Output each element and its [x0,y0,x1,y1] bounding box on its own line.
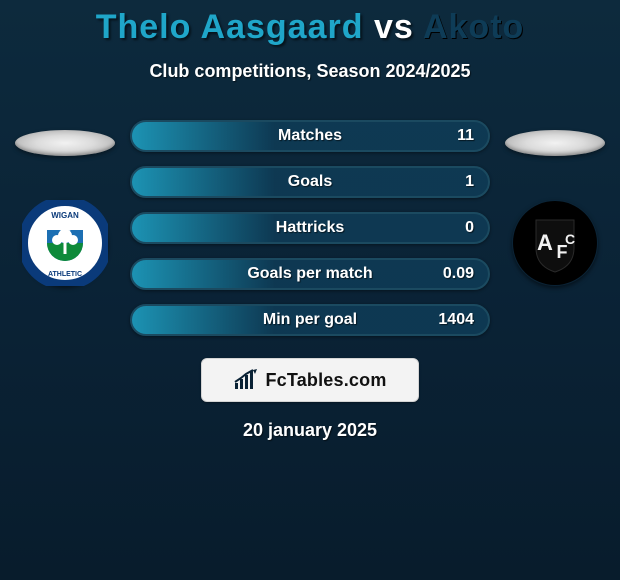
stat-label: Matches [278,127,342,145]
svg-text:1932: 1932 [59,229,70,235]
brand-text: FcTables.com [265,370,386,391]
svg-text:A: A [537,230,553,255]
stat-label: Goals per match [247,265,372,283]
stat-label: Goals [288,173,332,191]
brand-badge: FcTables.com [201,358,419,402]
page-title: Thelo Aasgaard vs Akoto [96,8,525,47]
stat-row-goals: Goals 1 [130,166,490,198]
wigan-badge-icon: WIGAN ATHLETIC 1932 [22,200,108,286]
stat-value: 1 [465,173,474,191]
stats-column: Matches 11 Goals 1 Hattricks 0 Goals per… [120,120,500,336]
player2-photo-placeholder [505,130,605,156]
stat-row-mpg: Min per goal 1404 [130,304,490,336]
subtitle: Club competitions, Season 2024/2025 [149,61,470,82]
player1-name: Thelo Aasgaard [96,8,364,46]
date: 20 january 2025 [243,420,377,441]
chart-icon [233,369,259,391]
club-badge-left: WIGAN ATHLETIC 1932 [22,200,108,286]
stat-value: 11 [457,127,474,145]
stat-label: Min per goal [263,311,357,329]
left-column: WIGAN ATHLETIC 1932 [10,128,120,286]
club-badge-right: A F C [512,200,598,286]
viseu-badge-icon: A F C [512,200,598,286]
svg-text:C: C [565,231,575,247]
content-row: WIGAN ATHLETIC 1932 Matches 11 Goals 1 [0,128,620,336]
stat-value: 0 [465,219,474,237]
stat-label: Hattricks [276,219,344,237]
player2-name: Akoto [423,8,524,46]
vs-separator: vs [374,8,414,46]
stat-row-hattricks: Hattricks 0 [130,212,490,244]
right-column: A F C [500,128,610,286]
svg-text:ATHLETIC: ATHLETIC [48,271,82,278]
player1-photo-placeholder [15,130,115,156]
stat-value: 0.09 [443,265,474,283]
stat-value: 1404 [438,311,474,329]
stat-row-gpm: Goals per match 0.09 [130,258,490,290]
stat-row-matches: Matches 11 [130,120,490,152]
svg-text:WIGAN: WIGAN [51,211,79,220]
